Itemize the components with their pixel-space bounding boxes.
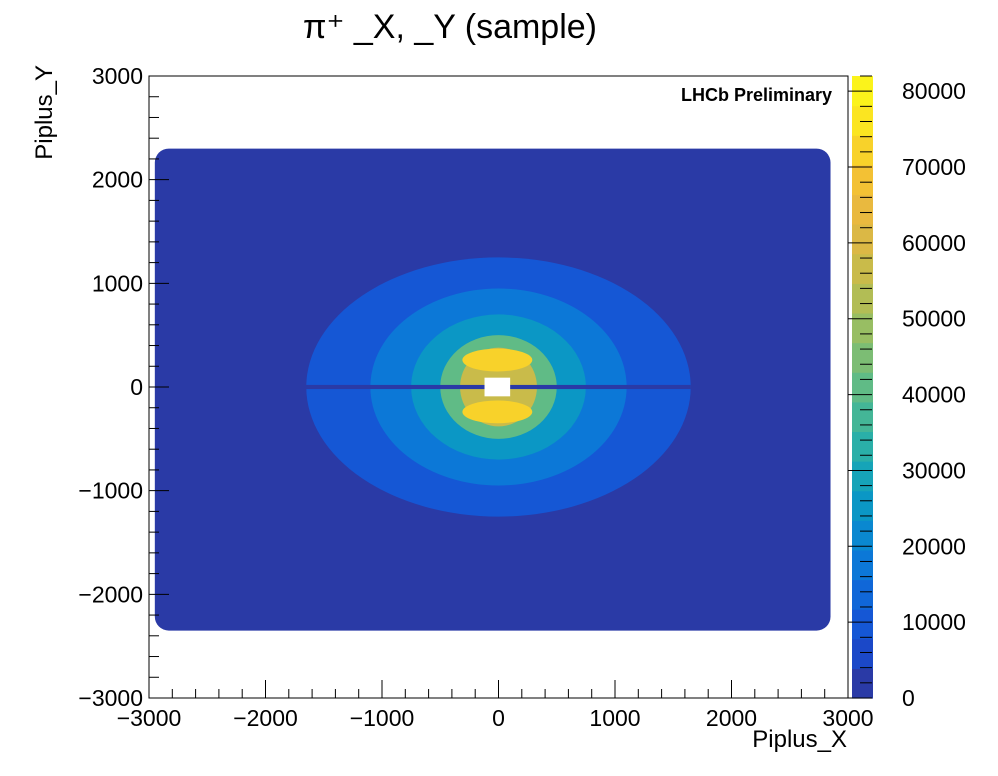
color-band xyxy=(852,105,873,136)
color-band xyxy=(852,283,873,314)
z-tick-label: 40000 xyxy=(902,382,966,408)
z-tick-label: 80000 xyxy=(902,78,966,104)
color-band xyxy=(852,164,873,196)
chart-title: π⁺ _X, _Y (sample) xyxy=(303,8,597,46)
color-band xyxy=(852,579,873,610)
color-band xyxy=(852,342,873,373)
color-band xyxy=(852,609,873,640)
color-band xyxy=(852,372,873,403)
y-tick-label: 1000 xyxy=(92,270,143,296)
x-tick-label: 3000 xyxy=(822,705,873,731)
lhcb-preliminary-label: LHCb Preliminary xyxy=(681,85,832,105)
z-tick-label: 0 xyxy=(902,685,915,711)
color-band xyxy=(852,490,873,521)
x-axis-ticks: −3000 −2000 −1000 0 1000 2000 3000 xyxy=(117,680,874,731)
color-scale-bands xyxy=(852,76,873,699)
y-tick-label: 3000 xyxy=(92,63,143,89)
y-tick-label: −2000 xyxy=(78,581,143,607)
color-band xyxy=(852,194,873,225)
color-band xyxy=(852,668,873,699)
color-band xyxy=(852,253,873,284)
color-band xyxy=(852,312,873,344)
color-band xyxy=(852,401,873,433)
color-band xyxy=(852,224,873,255)
color-band xyxy=(852,431,873,462)
heatmap-cells xyxy=(154,148,831,631)
y-axis-title: Piplus_Y xyxy=(31,65,58,160)
z-tick-label: 20000 xyxy=(902,533,966,559)
heat-region-7 xyxy=(462,400,533,424)
x-tick-label: −1000 xyxy=(350,705,415,731)
x-axis-title: Piplus_X xyxy=(752,726,847,753)
color-band xyxy=(852,549,873,581)
z-tick-label: 30000 xyxy=(902,457,966,483)
y-tick-label: 0 xyxy=(130,374,143,400)
z-tick-label: 60000 xyxy=(902,230,966,256)
plot-area: −3000 −2000 −1000 0 1000 2000 3000 −3000−2000−… xyxy=(78,63,873,731)
color-scale-ticks: 0 10000 20000 30000 40000 50000 60000 70000 8000… xyxy=(848,75,966,711)
heat-region-9 xyxy=(484,377,511,397)
y-tick-label: −3000 xyxy=(78,685,143,711)
x-tick-label: −2000 xyxy=(233,705,298,731)
x-tick-label: −3000 xyxy=(117,705,182,731)
y-tick-label: 2000 xyxy=(92,167,143,193)
y-axis-ticks: −3000 −2000 −1000 0 1000 2000 3000 xyxy=(78,63,169,711)
y-tick-label: −1000 xyxy=(78,478,143,504)
color-band xyxy=(852,638,873,669)
x-tick-label: 1000 xyxy=(589,705,640,731)
x-tick-label: 2000 xyxy=(706,705,757,731)
x-tick-label: 0 xyxy=(492,705,505,731)
z-tick-label: 70000 xyxy=(902,154,966,180)
z-tick-label: 10000 xyxy=(902,609,966,635)
heat-region-6 xyxy=(462,348,533,372)
color-scale-bar: 0 10000 20000 30000 40000 50000 60000 70000 8000… xyxy=(848,75,966,711)
z-tick-label: 50000 xyxy=(902,306,966,332)
color-band xyxy=(852,461,873,492)
color-band xyxy=(852,135,873,166)
color-band xyxy=(852,520,873,551)
